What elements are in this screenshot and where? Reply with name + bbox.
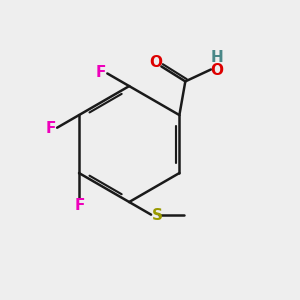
Text: F: F	[96, 65, 106, 80]
Text: O: O	[210, 63, 224, 78]
Text: H: H	[211, 50, 223, 65]
Text: O: O	[149, 56, 163, 70]
Text: F: F	[74, 198, 85, 213]
Text: F: F	[45, 122, 56, 136]
Text: S: S	[152, 208, 163, 223]
